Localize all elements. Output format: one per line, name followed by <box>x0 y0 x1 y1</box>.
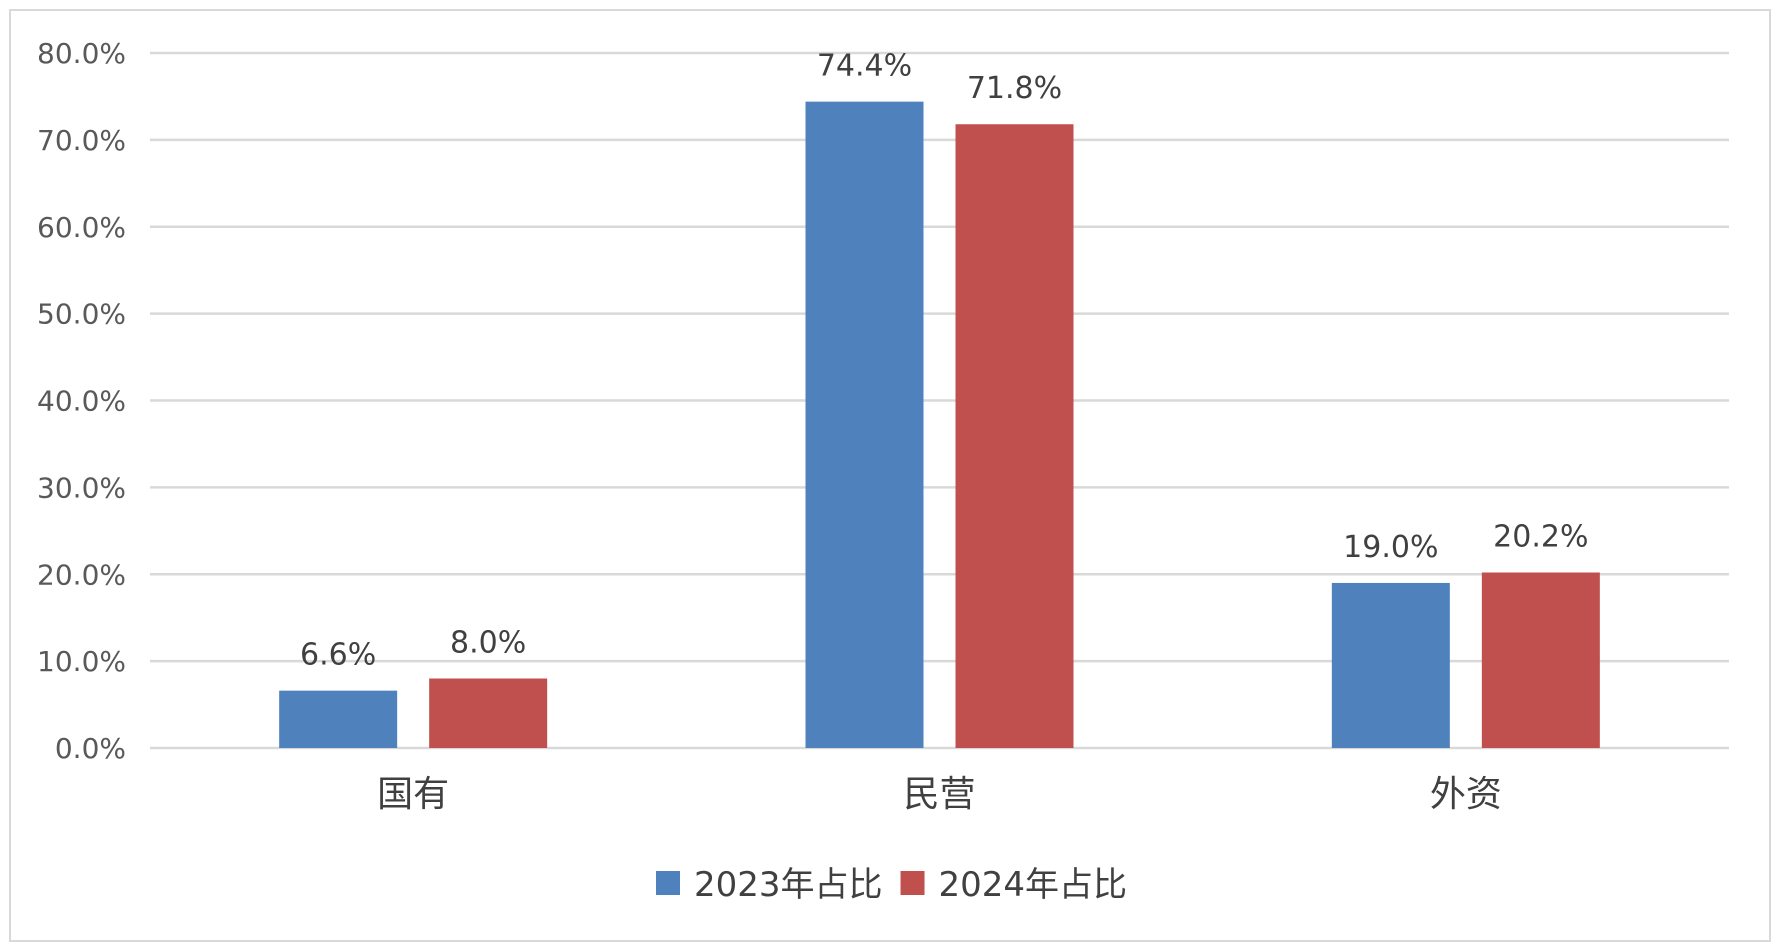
y-tick-label: 80.0% <box>37 37 126 70</box>
bar <box>429 678 548 748</box>
data-label: 71.8% <box>967 71 1062 106</box>
data-label: 19.0% <box>1343 530 1438 565</box>
data-label: 8.0% <box>450 626 526 661</box>
data-label: 6.6% <box>300 638 376 673</box>
y-tick-label: 30.0% <box>37 471 126 504</box>
chart-frame <box>9 9 1771 942</box>
bar <box>1481 572 1600 748</box>
bar <box>955 124 1074 749</box>
bar <box>279 690 398 748</box>
y-tick-label: 60.0% <box>37 211 126 244</box>
x-category-label: 外资 <box>1430 774 1502 815</box>
y-tick-label: 10.0% <box>37 645 126 678</box>
bar <box>1331 582 1450 748</box>
data-label: 20.2% <box>1493 520 1588 555</box>
y-tick-label: 50.0% <box>37 298 126 331</box>
legend-swatch <box>656 871 680 895</box>
x-category-label: 国有 <box>377 774 449 815</box>
y-tick-label: 20.0% <box>37 558 126 591</box>
data-label: 74.4% <box>817 49 912 84</box>
legend-label: 2023年占比 <box>694 865 883 905</box>
x-category-label: 民营 <box>903 774 975 815</box>
y-tick-label: 0.0% <box>55 732 126 765</box>
y-tick-label: 70.0% <box>37 124 126 157</box>
y-tick-label: 40.0% <box>37 385 126 418</box>
legend-swatch <box>900 871 925 895</box>
legend-label: 2024年占比 <box>939 865 1128 905</box>
bar <box>805 101 924 748</box>
